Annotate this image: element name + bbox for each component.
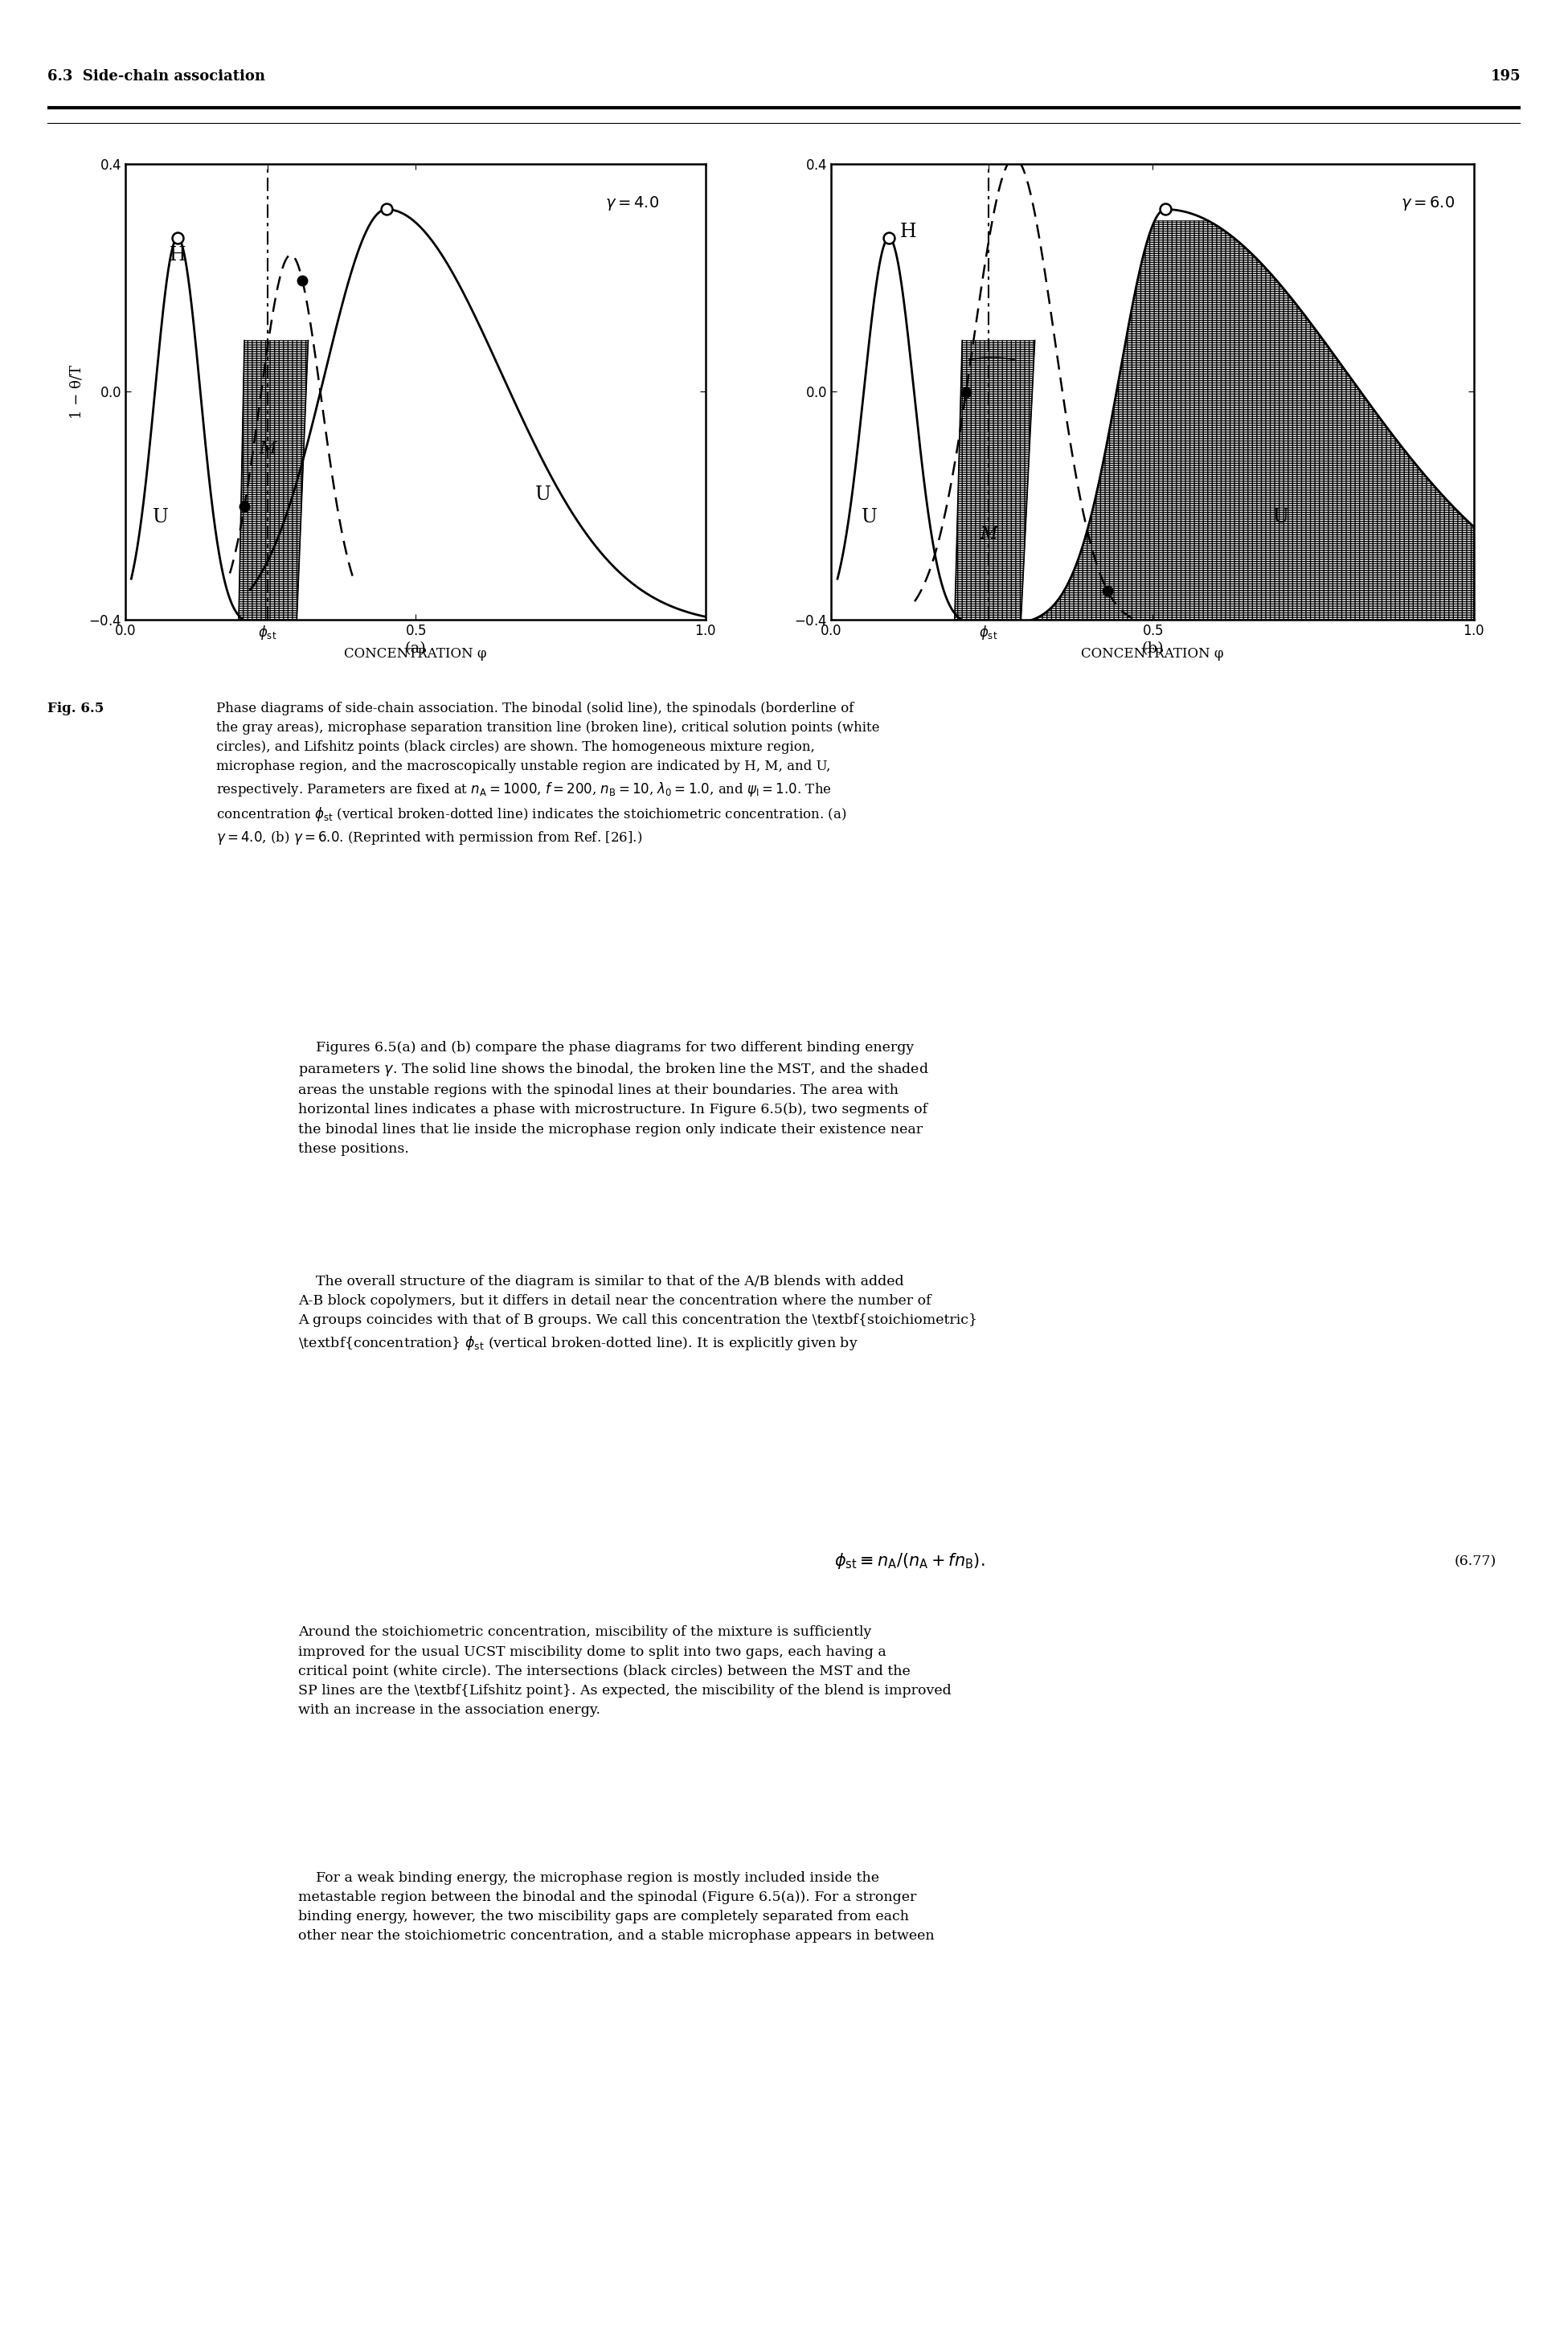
Polygon shape — [955, 341, 1035, 622]
Text: Phase diagrams of side-chain association. The binodal (solid line), the spinodal: Phase diagrams of side-chain association… — [216, 702, 880, 847]
Polygon shape — [955, 341, 1035, 622]
Y-axis label: 1 − θ/T: 1 − θ/T — [69, 365, 83, 419]
Text: $\phi_{\rm st} \equiv n_{\rm A}/(n_{\rm A} + fn_{\rm B}).$: $\phi_{\rm st} \equiv n_{\rm A}/(n_{\rm … — [834, 1551, 985, 1572]
Text: 6.3  Side-chain association: 6.3 Side-chain association — [47, 68, 265, 84]
Text: $\gamma = 6.0$: $\gamma = 6.0$ — [1400, 194, 1455, 213]
Polygon shape — [238, 341, 309, 622]
X-axis label: CONCENTRATION φ: CONCENTRATION φ — [1082, 648, 1223, 660]
Text: (b): (b) — [1142, 641, 1163, 657]
Text: U: U — [535, 484, 550, 503]
Text: U: U — [152, 508, 168, 526]
Text: The overall structure of the diagram is similar to that of the A/B blends with a: The overall structure of the diagram is … — [298, 1275, 977, 1352]
Text: $\gamma = 4.0$: $\gamma = 4.0$ — [605, 194, 659, 213]
Text: M: M — [259, 442, 276, 456]
Text: H: H — [900, 222, 916, 241]
Polygon shape — [238, 341, 309, 622]
Polygon shape — [1024, 220, 1474, 622]
Polygon shape — [1024, 220, 1474, 622]
Text: H: H — [169, 246, 187, 264]
Text: Figures 6.5(a) and (b) compare the phase diagrams for two different binding ener: Figures 6.5(a) and (b) compare the phase… — [298, 1041, 928, 1155]
Text: (6.77): (6.77) — [1455, 1555, 1496, 1567]
Text: (a): (a) — [405, 641, 426, 657]
Text: U: U — [862, 508, 878, 526]
Text: M: M — [980, 526, 997, 543]
Text: Fig. 6.5: Fig. 6.5 — [47, 702, 103, 716]
X-axis label: CONCENTRATION φ: CONCENTRATION φ — [345, 648, 486, 660]
Text: 195: 195 — [1491, 68, 1521, 84]
Text: For a weak binding energy, the microphase region is mostly included inside the
m: For a weak binding energy, the microphas… — [298, 1871, 935, 1944]
Text: Around the stoichiometric concentration, miscibility of the mixture is sufficien: Around the stoichiometric concentration,… — [298, 1626, 952, 1717]
Text: U: U — [1273, 508, 1289, 526]
